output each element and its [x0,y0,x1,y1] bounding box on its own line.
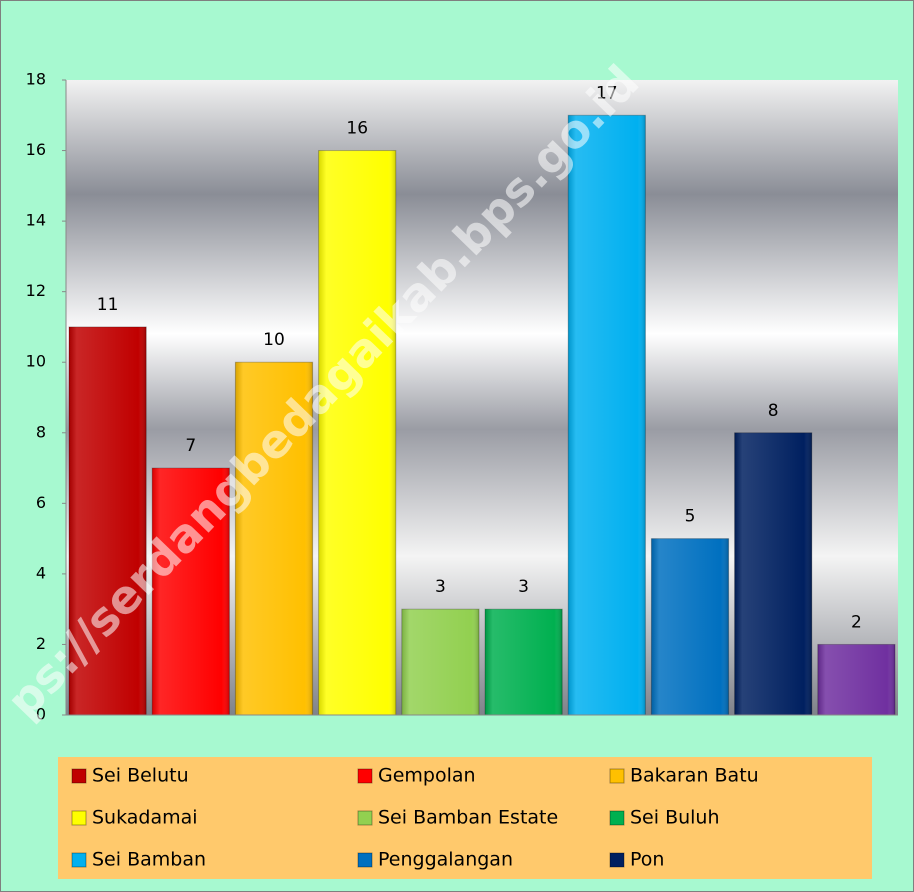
legend-label: Gempolan [378,765,476,787]
y-tick-label: 6 [36,493,46,512]
y-tick-label: 10 [26,352,46,371]
data-label: 16 [346,119,368,139]
y-tick-label: 18 [26,70,46,89]
legend-swatch [71,810,87,826]
data-label: 10 [263,330,285,350]
bar-shade [401,609,479,715]
legend-label: Sei Bamban [92,849,206,871]
y-tick-label: 4 [36,563,46,582]
data-label: 17 [596,83,618,103]
data-label: 11 [97,295,119,315]
data-label: 7 [185,436,196,456]
y-tick-label: 14 [26,211,46,230]
legend-label: Sukadamai [92,807,198,829]
bar-shade [734,432,812,715]
bar-shade [318,150,396,716]
bar-shade [69,326,147,715]
legend-swatch [71,852,87,868]
legend-swatch [609,810,625,826]
bar-shade [651,538,729,715]
legend-label: Penggalangan [378,849,513,871]
legend-box [58,757,872,879]
legend-swatch [609,852,625,868]
legend-swatch [357,810,373,826]
bar-shade [152,468,230,715]
legend-swatch [71,768,87,784]
bar-shade [568,115,646,716]
legend-label: Pon [630,849,664,871]
y-tick-label: 12 [26,281,46,300]
bar-shade [485,609,563,715]
data-label: 8 [768,401,779,421]
y-tick-label: 2 [36,634,46,653]
data-label: 3 [518,577,529,597]
bar-shade [817,644,895,715]
data-label: 5 [685,507,696,527]
data-label: 2 [851,612,862,632]
legend-swatch [357,852,373,868]
legend-label: Sei Belutu [92,765,189,787]
legend-label: Sei Buluh [630,807,720,829]
legend-label: Bakaran Batu [630,765,759,787]
legend-label: Sei Bamban Estate [378,807,558,829]
y-tick-label: 0 [36,705,46,724]
data-label: 3 [435,577,446,597]
y-tick-label: 8 [36,422,46,441]
y-tick-label: 16 [26,140,46,159]
bar-shade [235,362,313,715]
legend-swatch [609,768,625,784]
legend-swatch [357,768,373,784]
